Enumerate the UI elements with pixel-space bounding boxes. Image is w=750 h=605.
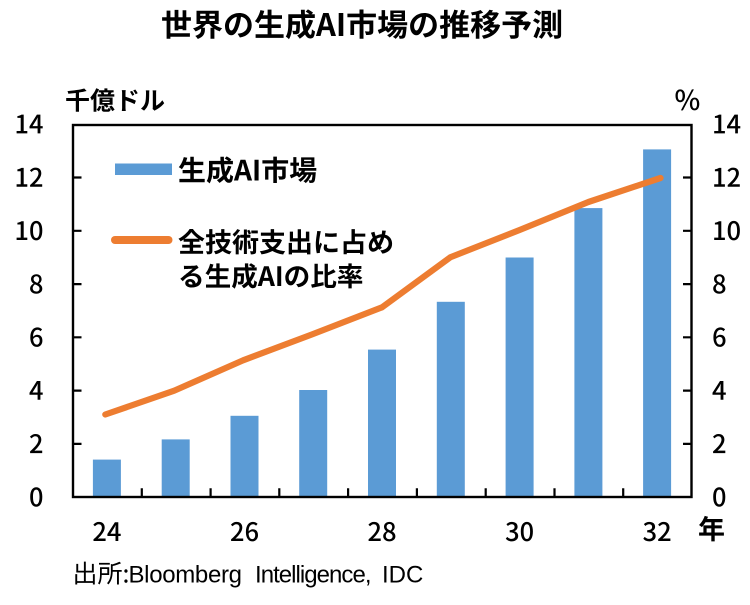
svg-text:IDC: IDC	[382, 562, 423, 589]
svg-text:Bloomberg: Bloomberg	[129, 562, 243, 589]
svg-text:Intelligence,: Intelligence,	[255, 562, 372, 589]
